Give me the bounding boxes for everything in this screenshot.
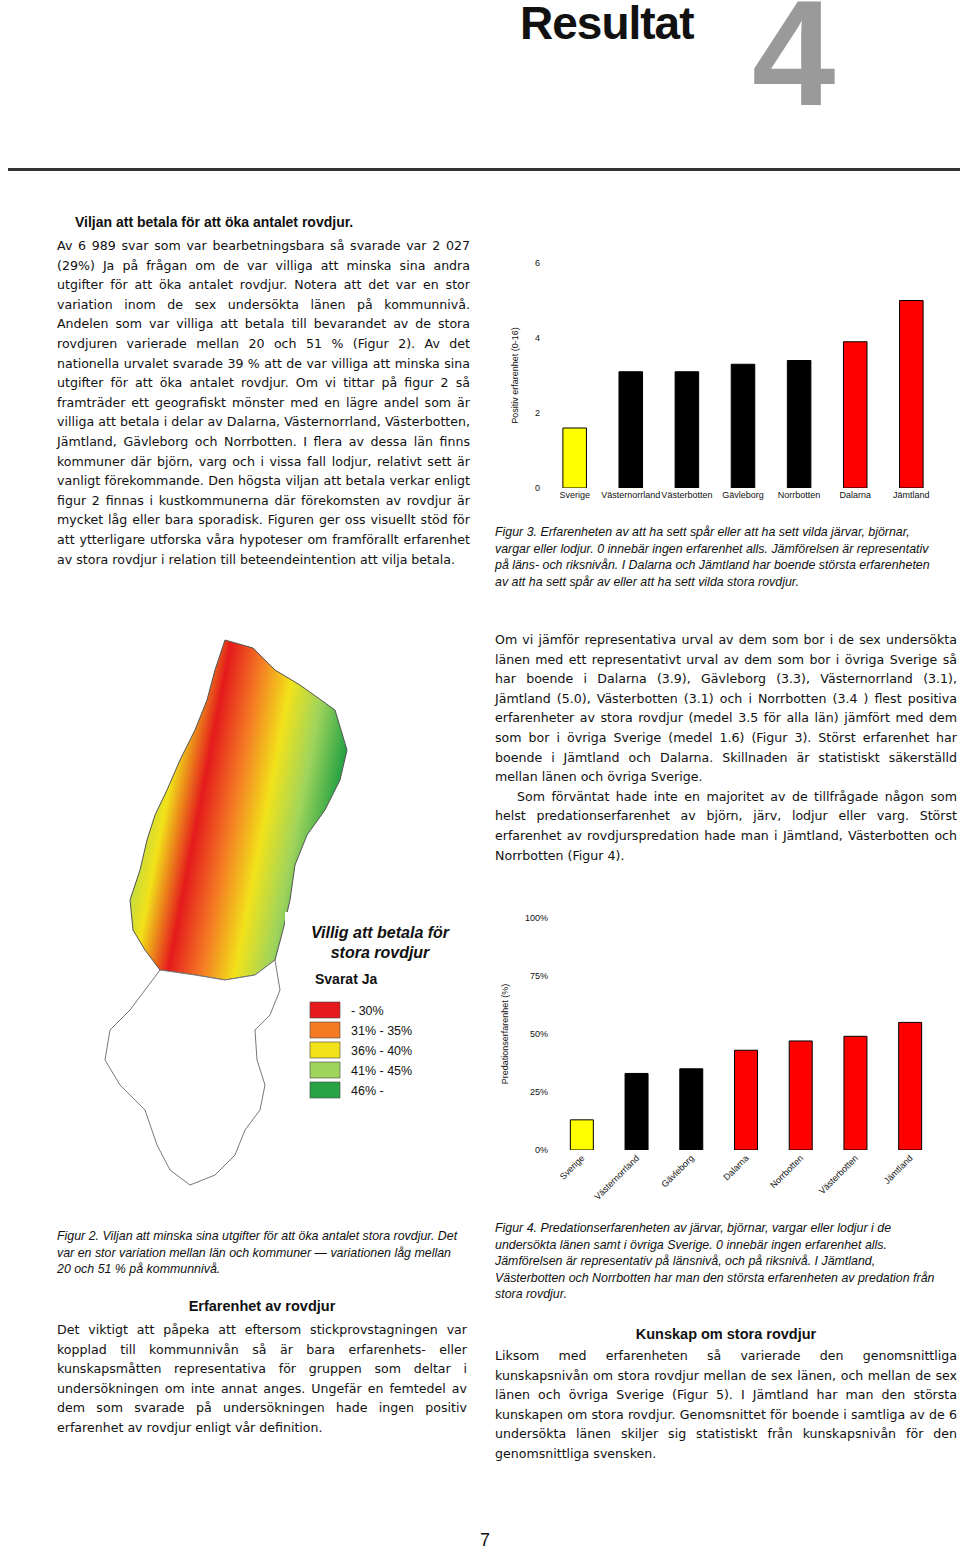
html-text:Av 6 989 svar som var bearbetn: Av 6 989 svar som var bearbetningsbara s…	[57, 238, 470, 567]
svg-text:Norrbotten: Norrbotten	[778, 490, 821, 500]
html-text:Viljan att betala för att öka: Viljan att betala för att öka antalet ro…	[75, 214, 354, 230]
svg-text:Västernorrland: Västernorrland	[592, 1153, 641, 1202]
svg-text:75%: 75%	[530, 971, 548, 981]
svg-text:25%: 25%	[530, 1087, 548, 1097]
svg-text:Västerbotten: Västerbotten	[661, 490, 712, 500]
svg-text:Gävleborg: Gävleborg	[722, 490, 764, 500]
svg-text:36% - 40%: 36% - 40%	[351, 1044, 412, 1058]
html-text:7: 7	[480, 1530, 490, 1550]
svg-text:Jämtland: Jämtland	[893, 490, 930, 500]
svg-text:0: 0	[535, 483, 540, 493]
svg-text:41% - 45%: 41% - 45%	[351, 1064, 412, 1078]
svg-text:Svarat Ja: Svarat Ja	[315, 971, 377, 987]
svg-text:Sverige: Sverige	[559, 490, 590, 500]
html-text:Figur 2. Viljan att minska sin: Figur 2. Viljan att minska sina utgifter…	[57, 1229, 458, 1276]
svg-text:Jämtland: Jämtland	[882, 1153, 915, 1186]
svg-text:Predationserfarenhet (%): Predationserfarenhet (%)	[500, 984, 510, 1085]
svg-text:46% -: 46% -	[351, 1084, 384, 1098]
svg-text:Norrbotten: Norrbotten	[768, 1153, 805, 1190]
html-text:Erfarenhet av rovdjur: Erfarenhet av rovdjur	[188, 1298, 336, 1314]
svg-text:Dalarna: Dalarna	[721, 1153, 750, 1182]
svg-text:100%: 100%	[525, 913, 548, 923]
html-text:Kunskap om stora rovdjur: Kunskap om stora rovdjur	[635, 1326, 817, 1342]
html-text:Om vi jämför representativa ur: Om vi jämför representativa urval av dem…	[495, 632, 957, 785]
svg-text:Västernorrland: Västernorrland	[601, 490, 660, 500]
svg-text:Villig att betala för: Villig att betala för	[311, 924, 450, 941]
html-text:Det viktigt att påpeka att eft: Det viktigt att påpeka att eftersom stic…	[57, 1322, 467, 1435]
svg-text:Västerbotten: Västerbotten	[817, 1153, 860, 1196]
html-text:Figur 4. Predationserfarenhete: Figur 4. Predationserfarenheten av järva…	[495, 1221, 935, 1301]
html-text:Figur 3. Erfarenheten av att h: Figur 3. Erfarenheten av att ha sett spå…	[495, 525, 930, 589]
svg-text:0%: 0%	[535, 1145, 548, 1155]
html-text:Liksom med erfarenheten så var: Liksom med erfarenheten så varierade den…	[495, 1348, 957, 1461]
svg-text:2: 2	[535, 408, 540, 418]
svg-text:Gävleborg: Gävleborg	[659, 1153, 695, 1189]
svg-text:- 30%: - 30%	[351, 1004, 384, 1018]
html-text:Som förväntat hade inte en maj: Som förväntat hade inte en majoritet av …	[495, 788, 957, 863]
svg-text:Sverige: Sverige	[558, 1153, 587, 1182]
svg-text:Positiv erfarenhet (0-16): Positiv erfarenhet (0-16)	[510, 327, 520, 424]
svg-text:stora rovdjur: stora rovdjur	[331, 944, 430, 961]
svg-text:50%: 50%	[530, 1029, 548, 1039]
svg-text:31% - 35%: 31% - 35%	[351, 1024, 412, 1038]
svg-text:4: 4	[535, 333, 540, 343]
svg-text:Dalarna: Dalarna	[839, 490, 871, 500]
svg-text:6: 6	[535, 258, 540, 268]
